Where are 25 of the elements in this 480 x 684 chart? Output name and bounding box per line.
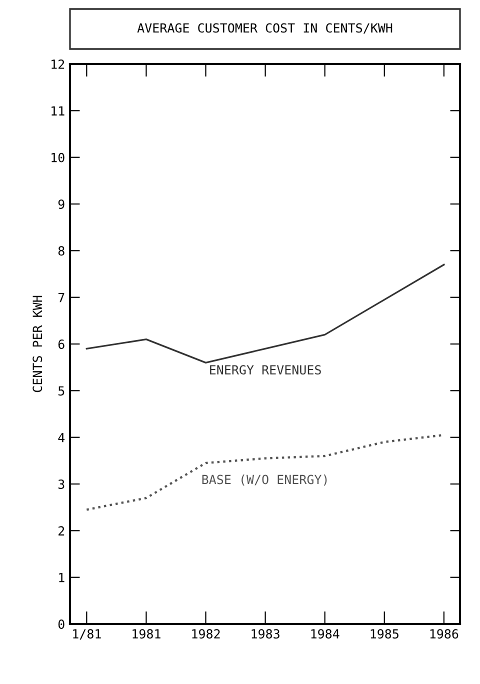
y-tick-label: 6 — [58, 340, 64, 349]
line-series — [86, 264, 445, 364]
x-tick-label: 1982 — [192, 629, 220, 639]
x-tick-label: 1983 — [252, 629, 280, 639]
y-tick-label: 7 — [58, 293, 64, 302]
y-tick-label: 9 — [58, 200, 64, 209]
y-tick-label: 2 — [58, 526, 64, 536]
x-tick-label: 1986 — [430, 629, 458, 639]
y-tick-label: 3 — [58, 480, 64, 489]
x-tick-label: 1984 — [311, 629, 340, 639]
y-tick-label: 11 — [52, 106, 64, 116]
y-tick-label: 12 — [52, 60, 64, 69]
y-tick-label: 1 — [59, 573, 64, 582]
x-tick-label: 1981 — [132, 629, 160, 639]
y-axis-title: CENTS PER KWH — [32, 296, 42, 392]
chart-title: AVERAGE CUSTOMER COST IN CENTS/KWH — [137, 23, 392, 34]
y-tick-label: 4 — [58, 433, 65, 442]
y-tick-label: 0 — [58, 620, 64, 629]
series-label: BASE (W/O ENERGY) — [202, 474, 327, 486]
y-tick-label: 8 — [58, 246, 64, 256]
x-tick-label: 1985 — [370, 629, 398, 639]
y-tick-label: 10 — [52, 152, 64, 162]
y-tick-label: 5 — [58, 386, 64, 396]
series-label: ENERGY REVENUES — [210, 365, 321, 375]
x-tick-label: 1/81 — [73, 629, 101, 640]
